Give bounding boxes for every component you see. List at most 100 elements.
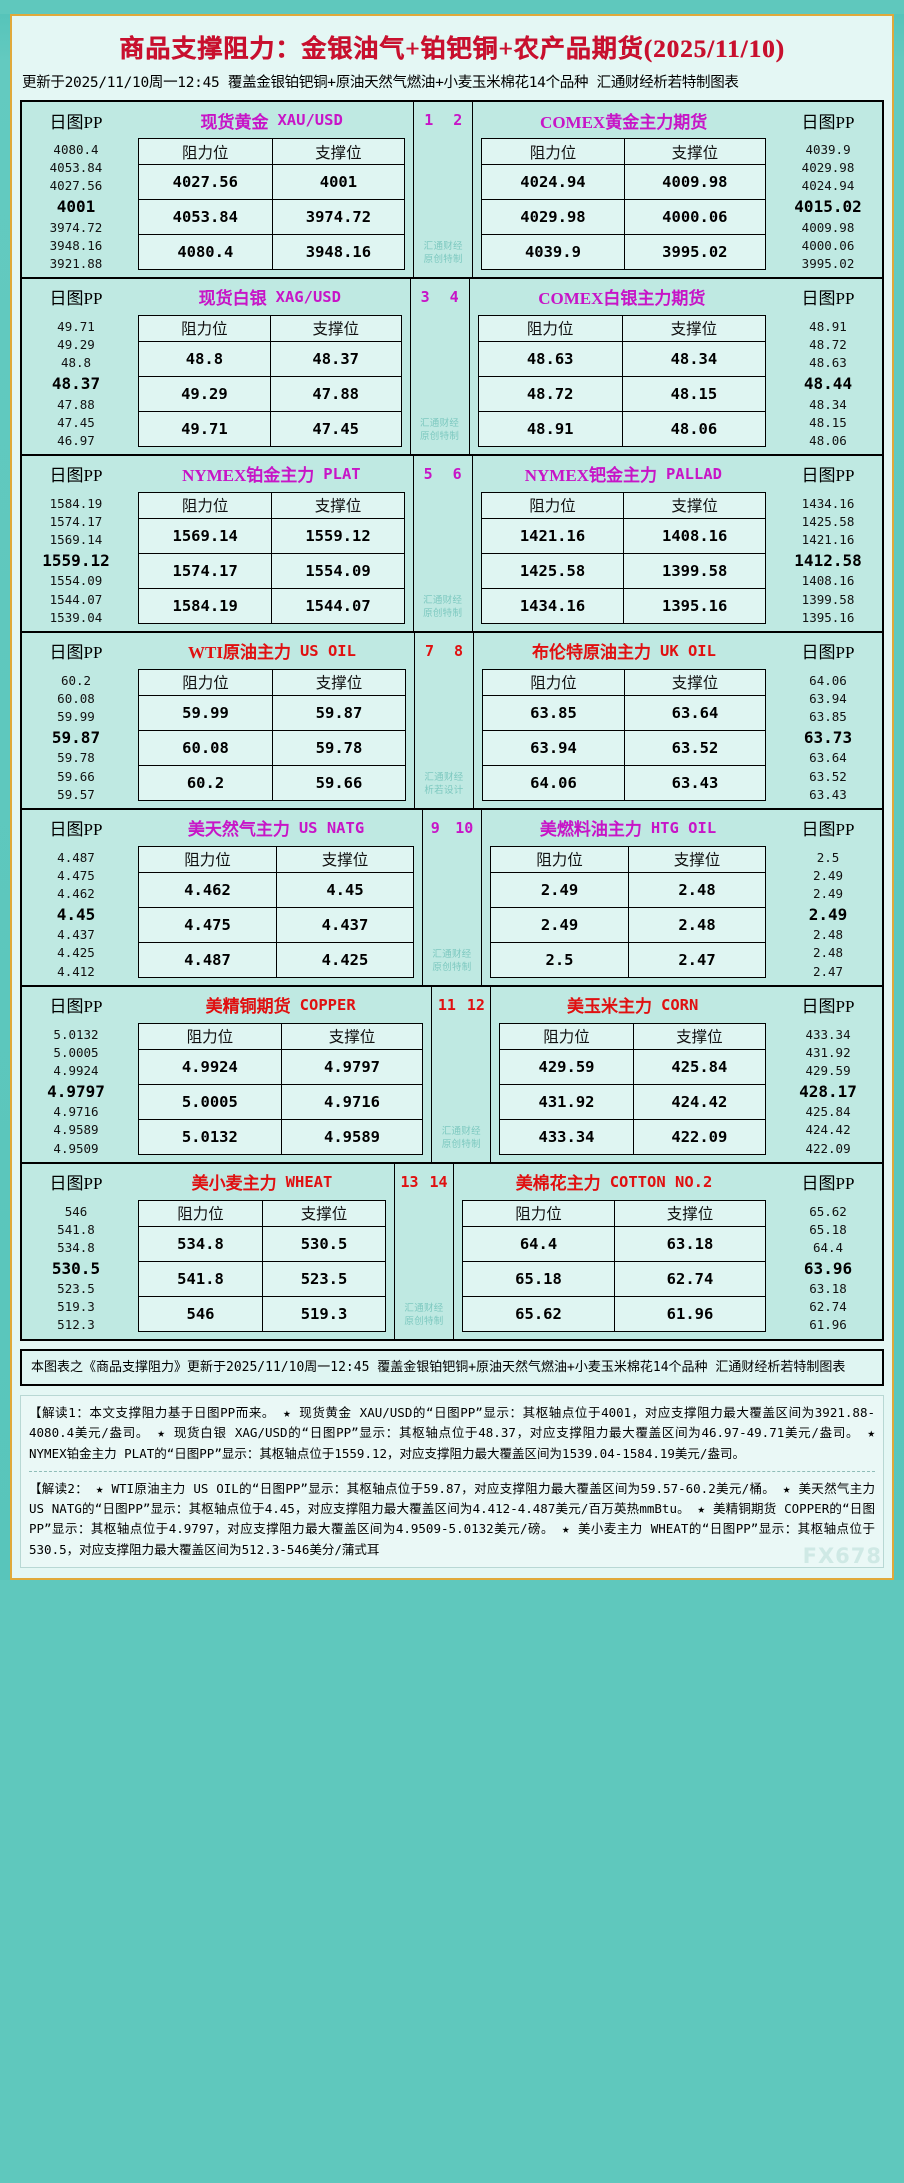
instrument-title-en: PLAT	[323, 464, 361, 483]
pp-value-list: 4.487 4.475 4.462 4.45 4.437 4.425 4.412	[22, 845, 130, 985]
pp-value: 2.48	[812, 927, 844, 943]
pp-value: 1574.17	[49, 514, 103, 529]
support-value: 3948.16	[271, 234, 405, 269]
instrument-title-cn: 美玉米主力	[567, 997, 653, 1017]
pp-value-list: 546 541.8 534.8 530.5 523.5 519.3 512.3	[22, 1199, 130, 1339]
pp-column-right: 日图PP 2.5 2.49 2.49 2.49 2.48 2.48 2.47	[774, 809, 882, 985]
instrument-title: WTI原油主力 US OIL	[130, 632, 414, 669]
instrument-title: 布伦特原油主力 UK OIL	[473, 632, 774, 669]
pp-value: 4.475	[57, 867, 95, 883]
support-value: 424.42	[632, 1084, 765, 1119]
footer-notes: 【解读1：本文支撑阻力基于日图PP而来。 ★ 现货黄金 XAU/USD的“日图P…	[20, 1395, 884, 1568]
resistance-value: 60.08	[182, 738, 229, 757]
resistance-value: 63.85	[530, 703, 577, 722]
block-index-number: 13	[400, 1172, 419, 1191]
levels-table-header: 阻力位 支撑位	[482, 139, 765, 164]
pp-column-left: 日图PP 60.2 60.08 59.99 59.87 59.78 59.66 59.57	[22, 632, 130, 808]
pp-header-label: 日图PP	[49, 112, 103, 132]
table-row: 4029.98 4000.06	[482, 198, 766, 234]
pp-value: 431.92	[805, 1044, 851, 1060]
pp-column-left: 日图PP 4080.4 4053.84 4027.56 4001 3974.72 3948.…	[22, 102, 130, 277]
table-row: 5.0005 4.9716	[139, 1083, 423, 1119]
watermark-text: 汇通财经	[419, 418, 460, 430]
table-row: 63.94 63.52	[482, 729, 765, 765]
pp-pivot-value: 4015.02	[794, 197, 862, 217]
resistance-value: 5.0132	[181, 1127, 238, 1146]
levels-table-header: 阻力位 支撑位	[139, 1200, 385, 1226]
pp-pivot-value: 63.96	[803, 1259, 853, 1278]
pp-header-label: 日图PP	[49, 643, 103, 663]
resistance-value: 4080.4	[177, 242, 234, 261]
support-header: 支撑位	[623, 139, 765, 164]
resistance-value: 541.8	[177, 1269, 224, 1288]
levels-table-header: 阻力位 支撑位	[500, 1023, 765, 1049]
pp-value-list: 60.2 60.08 59.99 59.87 59.78 59.66 59.57	[22, 668, 130, 808]
support-value: 1559.12	[271, 518, 403, 553]
table-row: 1584.19 1544.07	[139, 587, 404, 623]
pp-value-list: 65.62 65.18 64.4 63.96 63.18 62.74 61.96	[774, 1199, 883, 1339]
pp-header-label: 日图PP	[49, 820, 103, 840]
fx678-watermark: FX678	[802, 1543, 882, 1568]
pp-value: 4009.98	[801, 219, 855, 235]
pp-value: 63.18	[809, 1281, 847, 1297]
instrument-title: COMEX白银主力期货	[469, 278, 774, 315]
instrument-panel-left: NYMEX铂金主力 PLAT 阻力位 支撑位 1569.14 1559.12 1574.17…	[130, 455, 413, 631]
resistance-value: 4024.94	[520, 172, 586, 191]
instrument-title: 美小麦主力 WHEAT	[130, 1163, 395, 1200]
table-row: 2.5 2.47	[491, 941, 765, 977]
watermark-area: 汇通财经 原创特制	[414, 492, 472, 631]
support-value: 2.47	[628, 942, 765, 977]
table-row: 1425.58 1399.58	[481, 552, 766, 588]
support-value: 4.425	[276, 942, 413, 977]
resistance-value: 63.94	[530, 738, 577, 757]
instrument-title-cn: 布伦特原油主力	[531, 643, 651, 663]
resistance-value: 65.62	[515, 1304, 562, 1323]
table-row: 65.62 61.96	[463, 1295, 766, 1331]
pp-value: 1569.14	[49, 532, 103, 548]
support-value: 1408.16	[623, 518, 765, 553]
pp-column-right: 日图PP 65.62 65.18 64.4 63.96 63.18 62.74 61.96	[774, 1163, 883, 1339]
resistance-value: 65.18	[515, 1269, 562, 1288]
watermark-text: 原创特制	[432, 961, 472, 973]
pp-value: 46.97	[57, 432, 95, 448]
levels-table: 阻力位 支撑位 63.85 63.64 63.94 63.52 64.06 63.43	[481, 668, 766, 801]
pp-value-list: 64.06 63.94 63.85 63.73 63.64 63.52 63.43	[774, 668, 882, 808]
levels-table: 阻力位 支撑位 429.59 425.84 431.92 424.42 433.34 422.…	[499, 1022, 767, 1155]
table-row: 4053.84 3974.72	[139, 198, 405, 234]
levels-table: 阻力位 支撑位 48.8 48.37 49.29 47.88 49.71 47.45	[138, 314, 402, 447]
pp-value: 425.84	[805, 1104, 851, 1120]
pp-value: 1554.09	[49, 573, 103, 589]
pp-value: 48.15	[809, 414, 847, 430]
page-root: 商品支撑阻力：金银油气+铂钯铜+农产品期货(2025/11/10) 更新于202…	[0, 14, 904, 1580]
support-value: 530.5	[262, 1226, 385, 1261]
support-value: 1395.16	[623, 588, 765, 623]
resistance-header: 阻力位	[515, 1206, 562, 1224]
block-index-column: 5 6 汇通财经 原创特制	[412, 455, 473, 631]
block-index-column: 3 4 汇通财经 原创特制	[409, 278, 470, 454]
support-value: 1544.07	[271, 588, 403, 623]
block-index-column: 7 8 汇通财经 析若设计	[413, 632, 474, 808]
instrument-block: 日图PP 49.71 49.29 48.8 48.37 47.88 47.45 46.97 现货…	[22, 278, 882, 456]
table-row: 541.8 523.5	[139, 1260, 386, 1296]
support-header: 支撑位	[269, 315, 401, 341]
levels-table-header: 阻力位 支撑位	[139, 139, 404, 164]
resistance-header: 阻力位	[181, 321, 228, 339]
support-value: 523.5	[262, 1261, 385, 1296]
block-index-number: 9	[430, 818, 440, 837]
support-value: 1554.09	[271, 553, 403, 588]
block-index-number: 8	[453, 641, 463, 660]
instrument-title-en: COPPER	[299, 995, 356, 1014]
levels-table: 阻力位 支撑位 4.462 4.45 4.475 4.437 4.487 4.425	[138, 845, 414, 978]
resistance-value: 1584.19	[172, 596, 238, 615]
report-card: 商品支撑阻力：金银油气+铂钯铜+农产品期货(2025/11/10) 更新于202…	[10, 14, 894, 1580]
instrument-title-cn: 美精铜期货	[205, 997, 291, 1017]
support-value: 4.9589	[280, 1119, 423, 1154]
pp-value: 48.91	[809, 318, 847, 334]
levels-table-header: 阻力位 支撑位	[491, 846, 765, 872]
resistance-header: 阻力位	[177, 1206, 224, 1224]
pp-header-label: 日图PP	[801, 643, 855, 663]
pp-pivot-value: 530.5	[51, 1259, 101, 1278]
levels-table: 阻力位 支撑位 59.99 59.87 60.08 59.78 60.2 59.66	[138, 668, 406, 801]
instrument-block: 日图PP 60.2 60.08 59.99 59.87 59.78 59.66 59.57 WT…	[22, 632, 882, 810]
pp-column-left: 日图PP 49.71 49.29 48.8 48.37 47.88 47.45 46.97	[22, 278, 130, 454]
